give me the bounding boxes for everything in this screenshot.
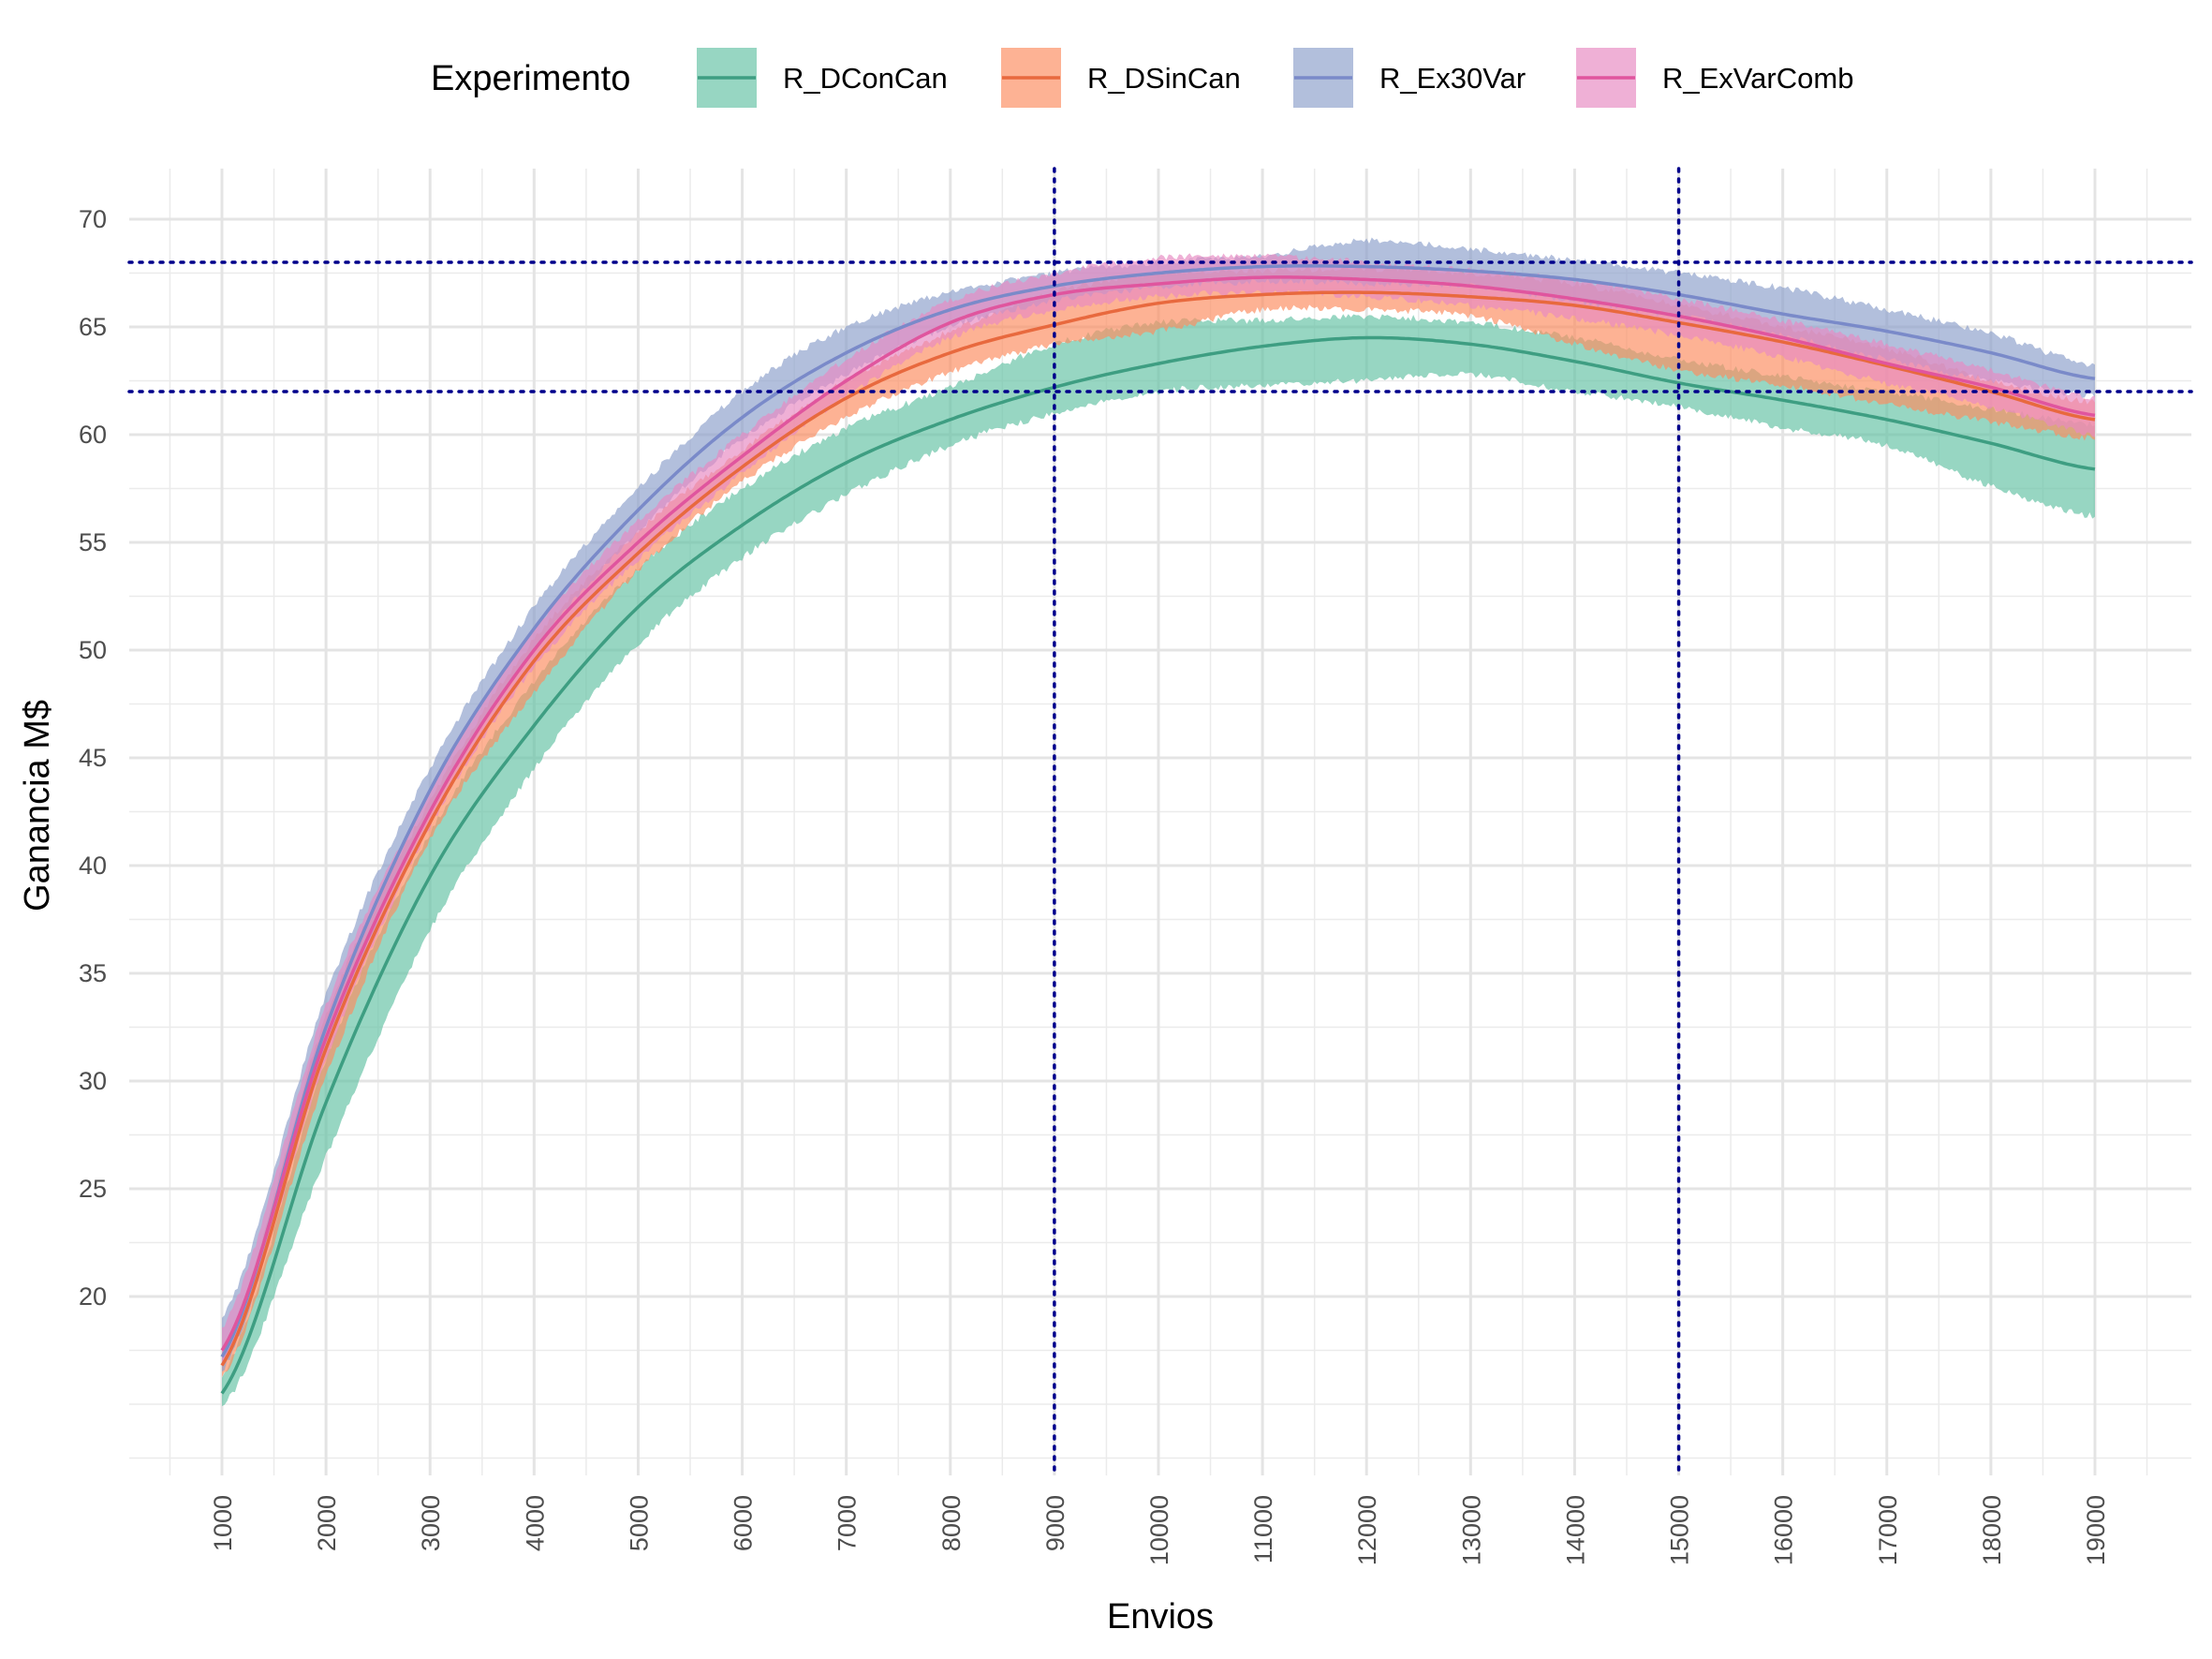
x-tick-label: 13000 <box>1457 1495 1485 1565</box>
x-tick-label: 12000 <box>1353 1495 1381 1565</box>
x-tick-label: 2000 <box>313 1495 341 1551</box>
y-tick-label: 60 <box>79 421 107 449</box>
x-tick-label: 1000 <box>209 1495 237 1551</box>
x-tick-label: 17000 <box>1874 1495 1902 1565</box>
y-axis-ticks: 20 25 30 35 40 45 50 55 60 65 70 <box>79 205 107 1311</box>
x-tick-label: 7000 <box>833 1495 862 1551</box>
y-tick-label: 45 <box>79 744 107 772</box>
legend-item-r-exvarcomb: R_ExVarComb <box>1576 48 1853 108</box>
reference-lines <box>127 167 2193 1477</box>
line-r-dconcan <box>220 335 2096 1395</box>
band-r-exvarcomb <box>222 253 2095 1367</box>
y-tick-label: 35 <box>79 959 107 987</box>
band-r-dconcan <box>222 314 2095 1407</box>
x-tick-label: 14000 <box>1561 1495 1589 1565</box>
confidence-bands <box>222 237 2095 1407</box>
legend-title: Experimento <box>431 59 630 98</box>
y-tick-label: 55 <box>79 528 107 556</box>
y-tick-label: 50 <box>79 636 107 664</box>
line-r-dsincan <box>220 290 2096 1367</box>
x-tick-label: 8000 <box>937 1495 966 1551</box>
legend-item-r-ex30var: R_Ex30Var <box>1293 48 1526 108</box>
x-tick-label: 15000 <box>1666 1495 1694 1565</box>
x-tick-label: 4000 <box>521 1495 549 1551</box>
y-tick-label: 25 <box>79 1175 107 1203</box>
y-tick-label: 65 <box>79 313 107 341</box>
x-tick-label: 19000 <box>2082 1495 2110 1565</box>
x-axis-ticks: 1000 2000 3000 4000 5000 6000 7000 8000 9000 1000… <box>209 1495 2110 1565</box>
x-tick-label: 16000 <box>1770 1495 1798 1565</box>
x-tick-label: 3000 <box>417 1495 445 1551</box>
series-lines <box>220 264 2096 1395</box>
y-tick-label: 70 <box>79 205 107 233</box>
x-tick-label: 18000 <box>1978 1495 2006 1565</box>
y-tick-label: 40 <box>79 852 107 880</box>
x-tick-label: 5000 <box>625 1495 653 1551</box>
y-tick-label: 20 <box>79 1282 107 1311</box>
line-r-exvarcomb <box>220 275 2096 1352</box>
x-tick-label: 10000 <box>1145 1495 1173 1565</box>
y-axis-title: Ganancia M$ <box>18 700 57 911</box>
legend-label-r-exvarcomb: R_ExVarComb <box>1662 62 1853 95</box>
x-tick-label: 9000 <box>1041 1495 1069 1551</box>
x-tick-label: 6000 <box>730 1495 758 1551</box>
legend-item-r-dconcan: R_DConCan <box>697 48 948 108</box>
legend-label-r-ex30var: R_Ex30Var <box>1379 62 1526 95</box>
band-r-ex30var <box>222 237 2095 1372</box>
legend: Experimento R_DConCan R_DSinCan R_Ex30Var R… <box>431 48 1853 108</box>
line-r-ex30var <box>220 264 2096 1358</box>
x-axis-title: Envios <box>1107 1597 1214 1637</box>
legend-label-r-dsincan: R_DSinCan <box>1087 62 1241 95</box>
legend-item-r-dsincan: R_DSinCan <box>1001 48 1241 108</box>
y-tick-label: 30 <box>79 1067 107 1095</box>
x-tick-label: 11000 <box>1249 1495 1277 1563</box>
legend-label-r-dconcan: R_DConCan <box>783 62 948 95</box>
